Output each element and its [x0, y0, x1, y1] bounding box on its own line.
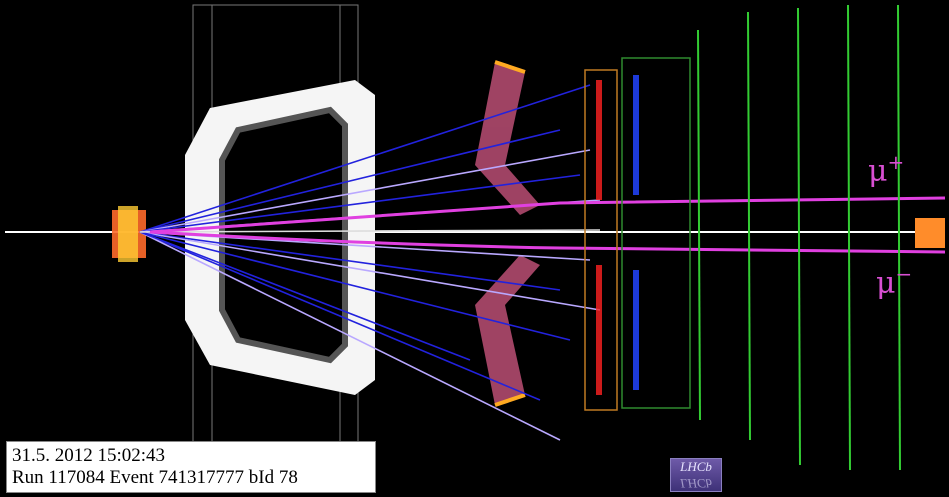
hcal: [621, 57, 691, 409]
event-run-line: Run 117084 Event 741317777 bId 78: [12, 467, 298, 488]
muon-stations: [697, 4, 901, 471]
lhcb-logo: LHCb LHCb: [670, 458, 722, 492]
event-info-box: 31.5. 2012 15:02:43 Run 117084 Event 741…: [6, 441, 376, 493]
mu-minus-label: μ−: [876, 262, 912, 301]
mu-minus-symbol: μ: [876, 266, 896, 301]
calo-hits: [596, 75, 639, 395]
mu-plus-symbol: μ: [868, 154, 888, 189]
mu-minus-sign: −: [895, 262, 913, 286]
muon-tracks: [149, 196, 946, 254]
mu-plus-sign: +: [887, 150, 905, 174]
rich-mirrors: [475, 62, 540, 405]
mu-plus-label: μ+: [868, 150, 904, 189]
event-datetime: 31.5. 2012 15:02:43: [12, 445, 166, 466]
ecal: [584, 69, 618, 411]
dipole-magnet: [185, 80, 375, 395]
logo-reflection: LHCb: [680, 476, 712, 491]
beam-shield: [915, 218, 945, 248]
logo-text: LHCb: [680, 459, 712, 474]
